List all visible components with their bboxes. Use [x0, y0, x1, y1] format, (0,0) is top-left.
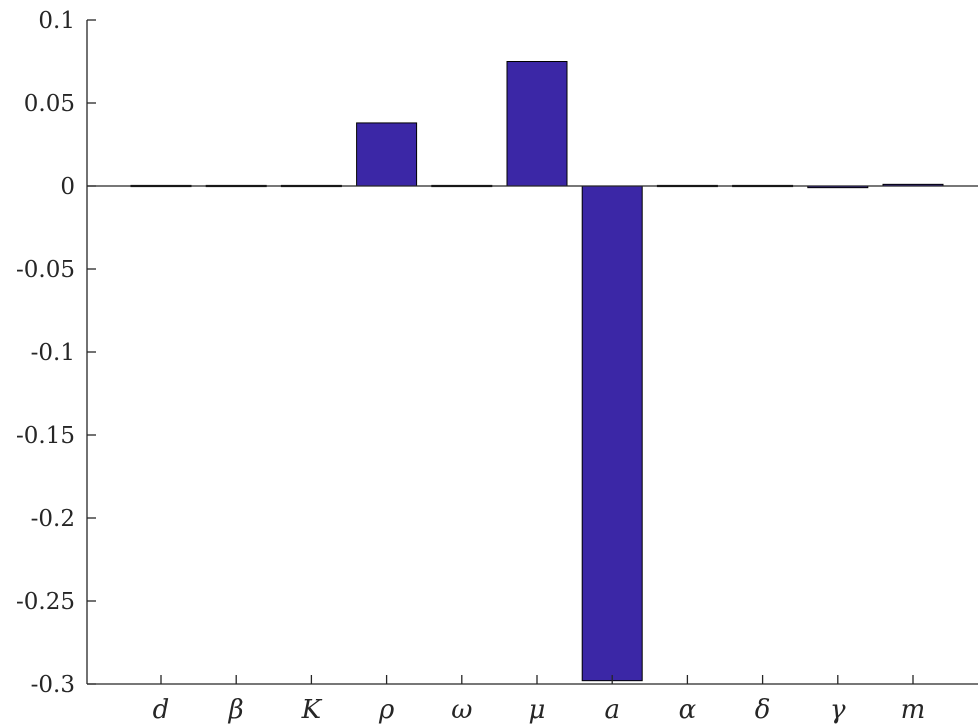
bar-7: [581, 185, 643, 682]
y-tick-label: -0.05: [16, 257, 75, 283]
x-tick-label: α: [679, 695, 697, 725]
x-tick-label: m: [901, 695, 926, 725]
x-tick-label: ρ: [378, 695, 395, 725]
x-tick-label: d: [153, 695, 170, 725]
x-tick-label: δ: [755, 695, 771, 725]
x-tick-label: β: [228, 695, 244, 725]
y-axis-ticks: 0.1 0.05 0 -0.05 -0.1 -0.15 -0.2 -0.25 -0.3: [16, 8, 96, 698]
y-tick-label: -0.25: [16, 589, 75, 615]
bars: [130, 61, 944, 682]
y-tick-label: -0.15: [16, 423, 75, 449]
x-tick-label: ω: [451, 695, 472, 725]
y-tick-label: -0.2: [31, 506, 75, 532]
y-tick-label: -0.3: [31, 672, 75, 698]
y-tick-label: 0: [60, 174, 75, 200]
y-tick-label: 0.05: [24, 91, 75, 117]
bar-6: [506, 61, 568, 187]
y-tick-label: -0.1: [31, 340, 75, 366]
x-tick-label: γ: [830, 695, 846, 725]
bar-4: [356, 122, 418, 187]
x-tick-label: K: [301, 695, 323, 725]
y-tick-label: 0.1: [38, 8, 75, 34]
x-tick-label: a: [604, 695, 620, 725]
x-tick-label: μ: [529, 695, 546, 725]
